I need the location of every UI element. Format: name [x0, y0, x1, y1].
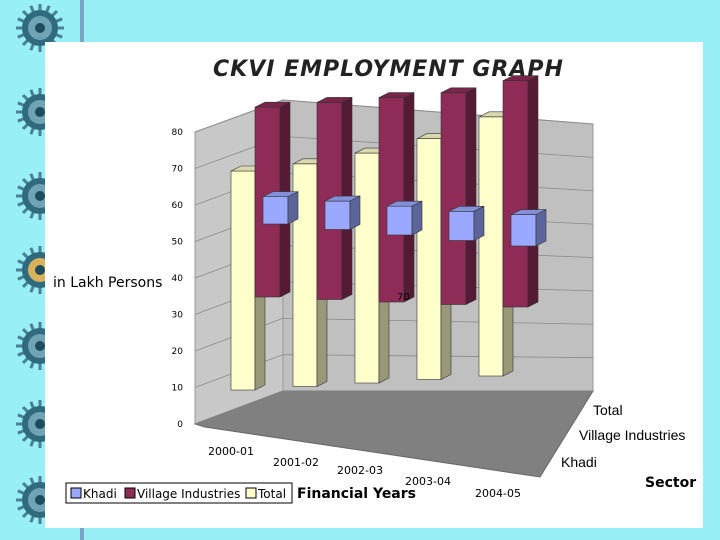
bar-khadi-2000-01: [262, 191, 299, 225]
bar-side: [349, 195, 361, 230]
bar-village-industries-2004-05: [502, 75, 539, 308]
bar-side: [403, 92, 415, 303]
y-tick-label: 50: [172, 238, 184, 248]
y-tick-label: 20: [172, 347, 184, 357]
y-tick-label: 0: [177, 420, 183, 430]
chart-title: CKVI EMPLOYMENT GRAPH: [213, 57, 564, 82]
bar-side: [535, 209, 547, 247]
bar-top: [386, 200, 423, 207]
bar-front: [378, 97, 405, 303]
bar-front: [354, 152, 380, 384]
bar-top: [502, 75, 539, 82]
x-tick-label: 2004-05: [475, 487, 521, 500]
y-tick-label: 80: [172, 128, 184, 138]
floor: [193, 390, 594, 478]
bar-side: [473, 205, 485, 241]
depth-label-village-industries: Village Industries: [579, 427, 685, 443]
x-tick-label: 2000-01: [208, 445, 254, 458]
bar-front: [478, 116, 504, 377]
bar-khadi-2001-02: [324, 195, 361, 230]
data-annotation: 70: [397, 292, 410, 303]
bar-khadi-2002-03: [386, 200, 423, 236]
bar-side: [465, 87, 477, 305]
depth-label-khadi: Khadi: [561, 454, 597, 470]
y-tick-label: 60: [172, 201, 184, 211]
y-tick-label: 10: [172, 384, 184, 394]
y-tick-label: 70: [172, 165, 184, 175]
bar-front: [324, 200, 351, 230]
bar-village-industries-2002-03: [378, 92, 415, 303]
legend-label-khadi: Khadi: [83, 487, 117, 501]
x-tick-label: 2001-02: [273, 456, 319, 469]
legend-swatch-total: [245, 487, 257, 499]
legend-box: [65, 482, 293, 504]
bar-top: [324, 195, 361, 202]
legend-label-village-industries: Village Industries: [137, 487, 240, 501]
legend-swatch-khadi: [70, 487, 82, 499]
legend-label-total: Total: [257, 487, 286, 501]
bar-front: [448, 211, 475, 241]
bar-top: [254, 101, 291, 108]
bar-side: [287, 191, 299, 225]
bar-khadi-2004-05: [510, 209, 547, 247]
x-axis-title: Financial Years: [297, 486, 416, 502]
legend-swatch-village-industries: [124, 487, 136, 499]
bar-front: [262, 196, 289, 225]
bar-top: [378, 92, 415, 98]
bar-side: [411, 200, 423, 236]
employment-chart: CKVI EMPLOYMENT GRAPH 01020304050607080 …: [53, 57, 696, 504]
y-tick-label: 40: [172, 274, 184, 284]
y-axis-ticks: 0 10 20 30 40 50 60 70 80: [172, 128, 184, 430]
bar-village-industries-2003-04: [440, 87, 477, 305]
x-tick-label: 2003-04: [405, 475, 451, 488]
y-tick-label: 30: [172, 311, 184, 321]
bar-front: [230, 170, 256, 391]
bar-top: [440, 87, 477, 94]
bar-top: [316, 97, 353, 103]
category-labels: 2000-01 2001-02 2002-03 2003-04 2004-05: [208, 445, 521, 500]
bar-front: [440, 92, 467, 305]
gridline: [194, 390, 593, 425]
bar-side: [527, 75, 539, 308]
bar-front: [386, 205, 413, 236]
legend: Khadi Village Industries Total: [65, 482, 293, 504]
bar-top: [448, 206, 485, 212]
medallion: [16, 4, 64, 52]
bar-front: [510, 214, 537, 247]
bar-front: [416, 138, 442, 380]
depth-label-total: Total: [593, 402, 623, 418]
y-axis-title: in Lakh Persons: [53, 275, 162, 291]
bar-khadi-2003-04: [448, 205, 485, 241]
bar-front: [502, 80, 529, 308]
bar-total-2002-03: [354, 147, 390, 384]
bars: [230, 75, 547, 391]
bar-top: [510, 209, 547, 215]
bar-top: [262, 191, 299, 197]
depth-axis-title: Sector: [645, 475, 696, 491]
x-tick-label: 2002-03: [337, 464, 383, 477]
